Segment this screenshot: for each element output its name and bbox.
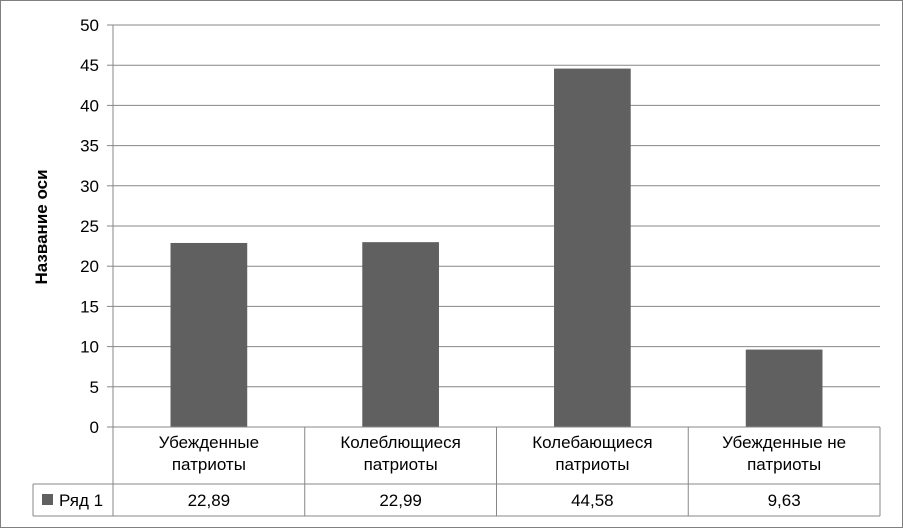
bars: [170, 68, 823, 428]
x-tick-label: Убежденные не патриоты: [722, 433, 846, 474]
y-tick-label: 10: [80, 338, 99, 357]
y-tick-label: 25: [80, 217, 99, 236]
y-tick-label: 20: [80, 257, 99, 276]
y-tick-label: 45: [80, 56, 99, 75]
y-tick-label: 15: [80, 297, 99, 316]
y-tick-label: 50: [80, 16, 99, 35]
x-tick-label: Убежденные патриоты: [159, 433, 259, 474]
y-tick-label: 0: [90, 418, 99, 437]
y-axis-ticks: 0 5 10 15 20 25 30 35 40 45 50: [80, 16, 114, 437]
y-tick-label: 35: [80, 137, 99, 156]
data-value-label: 22,89: [188, 491, 231, 510]
y-tick-label: 40: [80, 96, 99, 115]
legend-label: Ряд 1: [59, 491, 103, 510]
y-tick-label: 5: [90, 378, 99, 397]
data-value-label: 44,58: [571, 491, 614, 510]
bar: [745, 349, 823, 427]
data-value-label: 9,63: [768, 491, 801, 510]
legend-swatch: [42, 494, 53, 505]
x-tick-label: Колебающиеся патриоты: [532, 433, 652, 474]
x-tick-label: Колеблющиеся патриоты: [340, 433, 460, 474]
data-value-label: 22,99: [379, 491, 422, 510]
bar: [554, 68, 631, 428]
bar: [170, 242, 248, 427]
data-table: Убежденные патриоты Колеблющиеся патриоты Ко…: [32, 426, 881, 517]
y-tick-label: 30: [80, 177, 99, 196]
y-axis-label: Название оси: [32, 169, 51, 284]
bar: [362, 242, 439, 427]
